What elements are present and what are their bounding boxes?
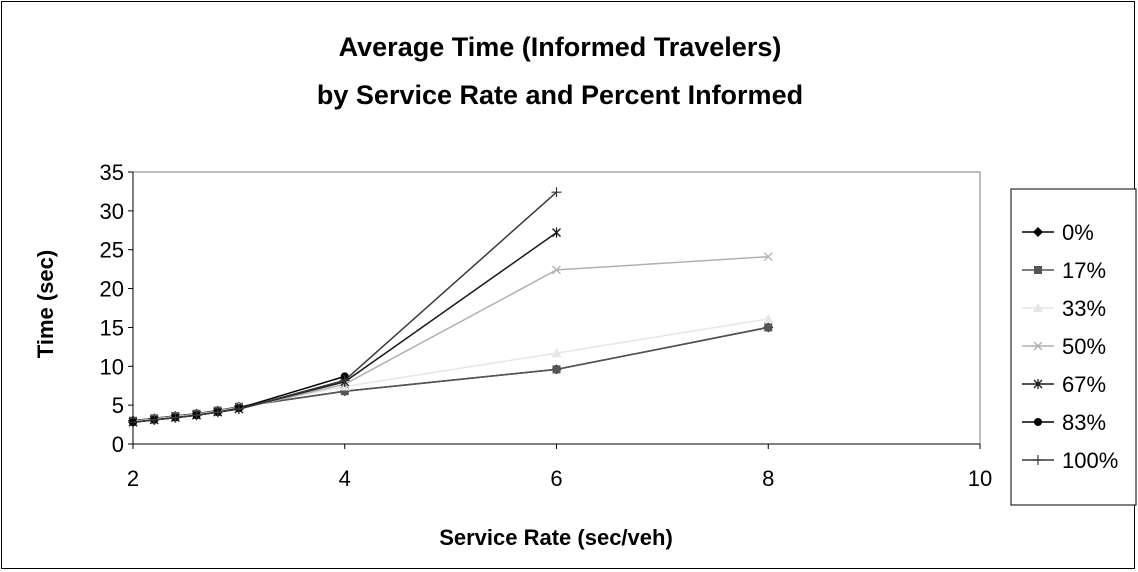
data-point-100pct [339,375,350,386]
data-point-50pct [552,265,561,275]
legend-item-83pct: 83% [1022,410,1106,435]
legend-item-33pct: 33% [1022,296,1106,321]
y-tick-label: 0 [112,432,124,457]
chart-title-line1: Average Time (Informed Travelers) [339,32,782,62]
legend-item-100pct: 100% [1022,448,1118,473]
y-axis-title: Time (sec) [33,250,58,358]
data-point-100pct [233,404,244,415]
data-point-17pct [552,365,561,374]
data-point-17pct [764,323,773,332]
legend-item-17pct: 17% [1022,258,1106,283]
legend: 0% 17% 33% 50% 67% 83% 100% [1022,220,1118,473]
y-tick-label: 25 [100,238,124,263]
legend-label-17pct: 17% [1062,258,1106,283]
x-tick-label: 10 [968,466,992,491]
series-line-0pct [132,326,769,422]
legend-label-67pct: 67% [1062,372,1106,397]
data-point-33pct [551,348,562,358]
legend-box [1010,188,1137,506]
x-tick-label: 4 [339,466,351,491]
chart-title-line2: by Service Rate and Percent Informed [317,80,803,110]
y-tick-label: 5 [112,393,124,418]
legend-label-33pct: 33% [1062,296,1106,321]
y-tick-label: 15 [100,315,124,340]
series-line-17pct [132,326,769,422]
data-point-67pct [552,227,561,238]
data-point-100pct [212,407,223,418]
legend-label-0pct: 0% [1062,220,1094,245]
legend-marker-33pct [1033,303,1043,312]
legend-marker-0pct [1033,227,1043,237]
legend-marker-17pct [1034,266,1042,274]
legend-label-50pct: 50% [1062,334,1106,359]
legend-item-0pct: 0% [1022,220,1094,245]
data-point-100pct [170,412,181,423]
series-line-33pct [132,318,769,423]
legend-marker-83pct [1034,418,1042,426]
y-tick-label: 10 [100,354,124,379]
y-tick-label: 30 [100,199,124,224]
data-point-17pct [340,387,349,396]
legend-marker-100pct [1033,455,1043,465]
legend-label-83pct: 83% [1062,410,1106,435]
y-tick-label: 35 [100,160,124,185]
data-point-100pct [551,187,562,198]
data-point-100pct [149,414,160,425]
axes: 0 5 10 15 20 25 30 35 2 4 6 8 10 [100,160,993,491]
y-tick-label: 20 [100,277,124,302]
series-line-83pct [132,375,346,423]
data-point-50pct [763,252,773,262]
x-tick-label: 8 [762,466,774,491]
x-tick-label: 2 [127,466,139,491]
data-point-33pct [763,313,774,323]
legend-marker-50pct [1033,341,1043,351]
x-axis-title: Service Rate (sec/veh) [439,525,673,550]
legend-label-100pct: 100% [1062,448,1118,473]
x-tick-label: 6 [550,466,562,491]
legend-item-50pct: 50% [1022,334,1106,359]
series-line-50pct [132,255,769,423]
legend-marker-67pct [1033,379,1043,389]
legend-item-67pct: 67% [1022,372,1106,397]
plot-area [128,187,774,428]
data-point-100pct [191,410,202,421]
